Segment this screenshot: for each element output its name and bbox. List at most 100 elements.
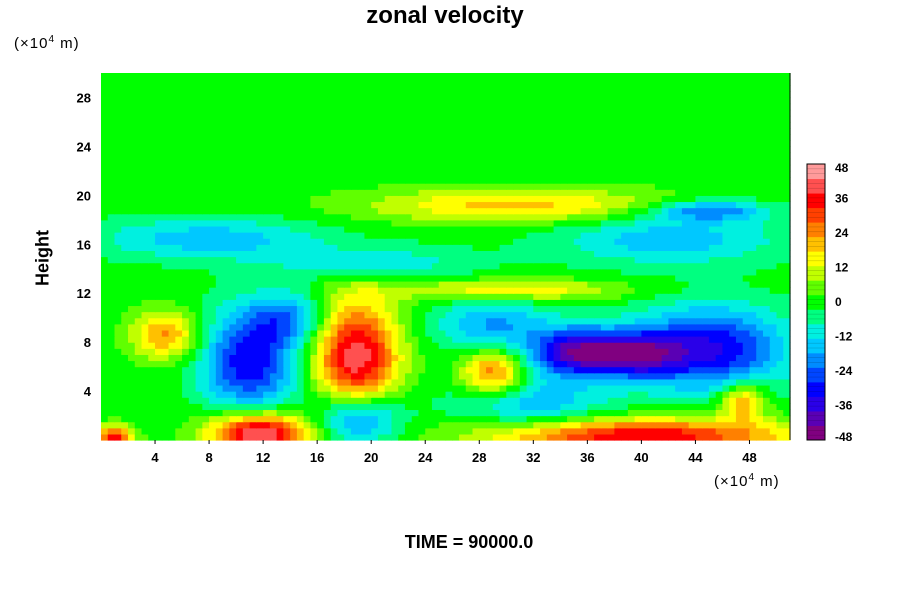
heatmap-cell [330, 415, 339, 423]
heatmap-cell [715, 317, 724, 325]
heatmap-cell [735, 213, 744, 221]
heatmap-cell [648, 354, 656, 362]
heatmap-cell [459, 164, 467, 172]
heatmap-cell [431, 189, 440, 196]
heatmap-cell [222, 384, 230, 392]
heatmap-cell [756, 256, 764, 264]
heatmap-cell [290, 176, 298, 184]
heatmap-cell [776, 305, 784, 313]
heatmap-cell [175, 415, 183, 423]
heatmap-cell [519, 152, 528, 160]
heatmap-cell [735, 427, 744, 435]
heatmap-cell [195, 189, 203, 196]
heatmap-cell [290, 213, 298, 221]
heatmap-cell [526, 403, 534, 411]
heatmap-cell [769, 183, 778, 190]
heatmap-cell [323, 183, 332, 190]
heatmap-cell [519, 140, 528, 147]
heatmap-cell [688, 336, 697, 343]
heatmap-cell [404, 268, 413, 276]
heatmap-cell [391, 201, 399, 209]
heatmap-cell [364, 299, 372, 307]
heatmap-cell [256, 354, 264, 362]
heatmap-cell [188, 170, 197, 178]
heatmap-cell [688, 244, 697, 251]
heatmap-cell [175, 409, 183, 417]
heatmap-cell [323, 384, 332, 392]
heatmap-cell [249, 195, 257, 203]
heatmap-cell [661, 274, 670, 282]
heatmap-cell [249, 280, 257, 288]
heatmap-cell [148, 152, 156, 160]
heatmap-cell [418, 384, 426, 392]
heatmap-cell [560, 201, 568, 209]
heatmap-cell [148, 146, 156, 154]
heatmap-cell [499, 146, 507, 154]
heatmap-cell [101, 360, 109, 368]
heatmap-cell [384, 299, 393, 307]
heatmap-cell [742, 146, 751, 154]
heatmap-cell [182, 427, 190, 435]
heatmap-cell [627, 256, 636, 264]
heatmap-cell [188, 195, 197, 203]
heatmap-cell [404, 427, 413, 435]
heatmap-cell [479, 329, 487, 337]
heatmap-cell [148, 201, 156, 209]
heatmap-cell [600, 391, 609, 398]
heatmap-cell [425, 268, 433, 276]
heatmap-cell [242, 317, 251, 325]
heatmap-cell [783, 415, 791, 423]
heatmap-cell [648, 189, 656, 196]
heatmap-cell [573, 305, 582, 313]
heatmap-cell [377, 201, 386, 209]
heatmap-cell [641, 299, 649, 307]
heatmap-cell [756, 225, 764, 233]
heatmap-cell [627, 207, 636, 215]
heatmap-cell [479, 207, 487, 215]
heatmap-cell [195, 238, 203, 245]
heatmap-cell [519, 409, 528, 417]
heatmap-cell [580, 397, 588, 404]
heatmap-cell [553, 152, 561, 160]
heatmap-cell [350, 158, 359, 166]
heatmap-cell [600, 403, 609, 411]
heatmap-cell [404, 287, 413, 294]
heatmap-cell [438, 250, 447, 258]
heatmap-cell [296, 262, 305, 270]
heatmap-cell [398, 170, 406, 178]
heatmap-cell [648, 305, 656, 313]
heatmap-cell [398, 152, 406, 160]
heatmap-cell [323, 140, 332, 147]
heatmap-cell [175, 262, 183, 270]
heatmap-cell [202, 152, 210, 160]
heatmap-cell [587, 360, 595, 368]
heatmap-cell [161, 225, 170, 233]
heatmap-cell [702, 415, 710, 423]
heatmap-cell [681, 244, 690, 251]
heatmap-cell [573, 250, 582, 258]
heatmap-cell [594, 293, 602, 300]
heatmap-cell [195, 311, 203, 319]
heatmap-cell [749, 415, 757, 423]
heatmap-cell [249, 317, 257, 325]
heatmap-cell [756, 201, 764, 209]
heatmap-cell [762, 280, 771, 288]
heatmap-cell [290, 372, 298, 380]
heatmap-cell [648, 256, 656, 264]
heatmap-cell [215, 238, 224, 245]
heatmap-cell [756, 354, 764, 362]
heatmap-cell [580, 403, 588, 411]
heatmap-cell [263, 280, 271, 288]
heatmap-cell [553, 244, 561, 251]
heatmap-cell [465, 427, 474, 435]
heatmap-cell [479, 403, 487, 411]
heatmap-cell [641, 201, 649, 209]
heatmap-cell [431, 170, 440, 178]
heatmap-cell [391, 225, 399, 233]
heatmap-cell [627, 225, 636, 233]
heatmap-cell [398, 384, 406, 392]
heatmap-cell [121, 183, 129, 190]
heatmap-cell [310, 391, 318, 398]
heatmap-cell [310, 378, 318, 386]
heatmap-cell [749, 287, 757, 294]
